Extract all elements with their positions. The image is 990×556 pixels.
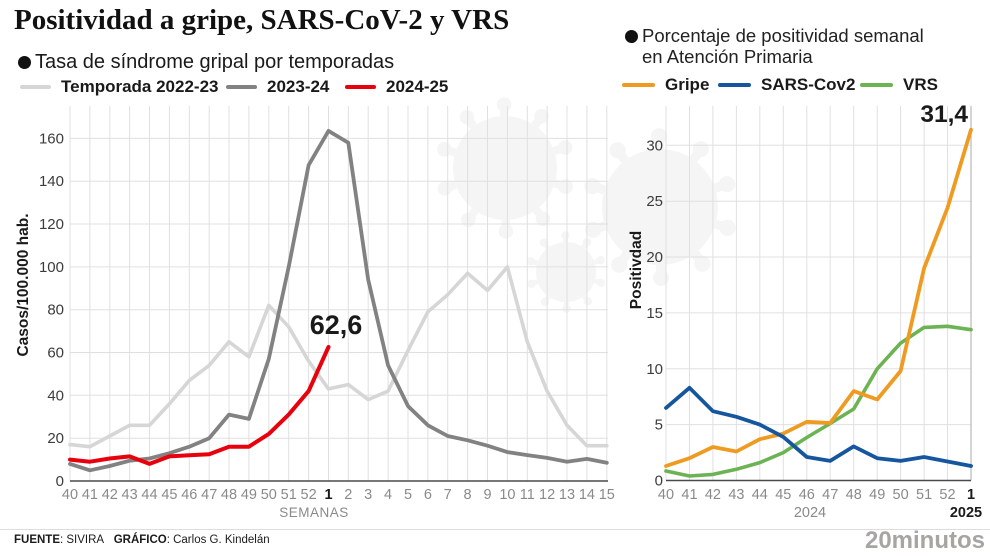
svg-text:1: 1: [967, 487, 975, 503]
svg-text:12: 12: [539, 487, 555, 503]
svg-text:SEMANAS: SEMANAS: [279, 505, 349, 520]
svg-text:0: 0: [56, 473, 64, 490]
svg-text:60: 60: [47, 345, 64, 362]
svg-text:2024: 2024: [794, 505, 826, 521]
svg-text:46: 46: [181, 487, 197, 503]
svg-text:2025: 2025: [950, 505, 982, 521]
svg-text:52: 52: [301, 487, 317, 503]
svg-text:15: 15: [599, 487, 615, 503]
svg-text:46: 46: [799, 487, 815, 503]
svg-text:45: 45: [161, 487, 177, 503]
svg-text:62,6: 62,6: [310, 310, 363, 340]
svg-text:2: 2: [344, 487, 352, 503]
svg-text:40: 40: [62, 487, 78, 503]
svg-text:1: 1: [324, 487, 332, 503]
svg-text:31,4: 31,4: [920, 101, 968, 128]
svg-text:40: 40: [658, 487, 674, 503]
svg-text:140: 140: [39, 173, 64, 190]
svg-text:3: 3: [364, 487, 372, 503]
svg-text:6: 6: [424, 487, 432, 503]
svg-text:52: 52: [939, 487, 955, 503]
svg-text:50: 50: [261, 487, 277, 503]
svg-text:100: 100: [39, 259, 64, 276]
svg-text:5: 5: [404, 487, 412, 503]
svg-text:9: 9: [483, 487, 491, 503]
svg-text:49: 49: [869, 487, 885, 503]
svg-text:Positivdad: Positivdad: [628, 231, 645, 309]
svg-text:43: 43: [122, 487, 138, 503]
svg-text:10: 10: [499, 487, 515, 503]
svg-text:120: 120: [39, 216, 64, 233]
svg-text:48: 48: [221, 487, 237, 503]
svg-text:25: 25: [646, 193, 663, 210]
svg-text:47: 47: [201, 487, 217, 503]
svg-text:51: 51: [916, 487, 932, 503]
svg-text:Casos/100.000 hab.: Casos/100.000 hab.: [15, 213, 32, 356]
svg-text:7: 7: [444, 487, 452, 503]
svg-text:14: 14: [579, 487, 595, 503]
svg-text:43: 43: [728, 487, 744, 503]
svg-text:15: 15: [646, 305, 663, 322]
svg-text:44: 44: [752, 487, 768, 503]
svg-text:49: 49: [241, 487, 257, 503]
svg-text:5: 5: [655, 417, 663, 434]
svg-text:44: 44: [141, 487, 157, 503]
svg-text:20: 20: [47, 430, 64, 447]
svg-text:41: 41: [82, 487, 98, 503]
svg-text:30: 30: [646, 137, 663, 154]
svg-text:20: 20: [646, 249, 663, 266]
svg-text:41: 41: [681, 487, 697, 503]
svg-text:42: 42: [102, 487, 118, 503]
svg-text:50: 50: [893, 487, 909, 503]
svg-text:51: 51: [281, 487, 297, 503]
svg-text:4: 4: [384, 487, 392, 503]
svg-text:8: 8: [464, 487, 472, 503]
svg-text:11: 11: [520, 487, 535, 503]
svg-text:80: 80: [47, 302, 64, 319]
svg-text:47: 47: [822, 487, 838, 503]
svg-text:0: 0: [655, 473, 663, 490]
svg-text:45: 45: [775, 487, 791, 503]
svg-text:160: 160: [39, 130, 64, 147]
svg-text:13: 13: [559, 487, 575, 503]
svg-text:10: 10: [646, 361, 663, 378]
svg-text:42: 42: [705, 487, 721, 503]
svg-text:48: 48: [846, 487, 862, 503]
svg-text:40: 40: [47, 387, 64, 404]
